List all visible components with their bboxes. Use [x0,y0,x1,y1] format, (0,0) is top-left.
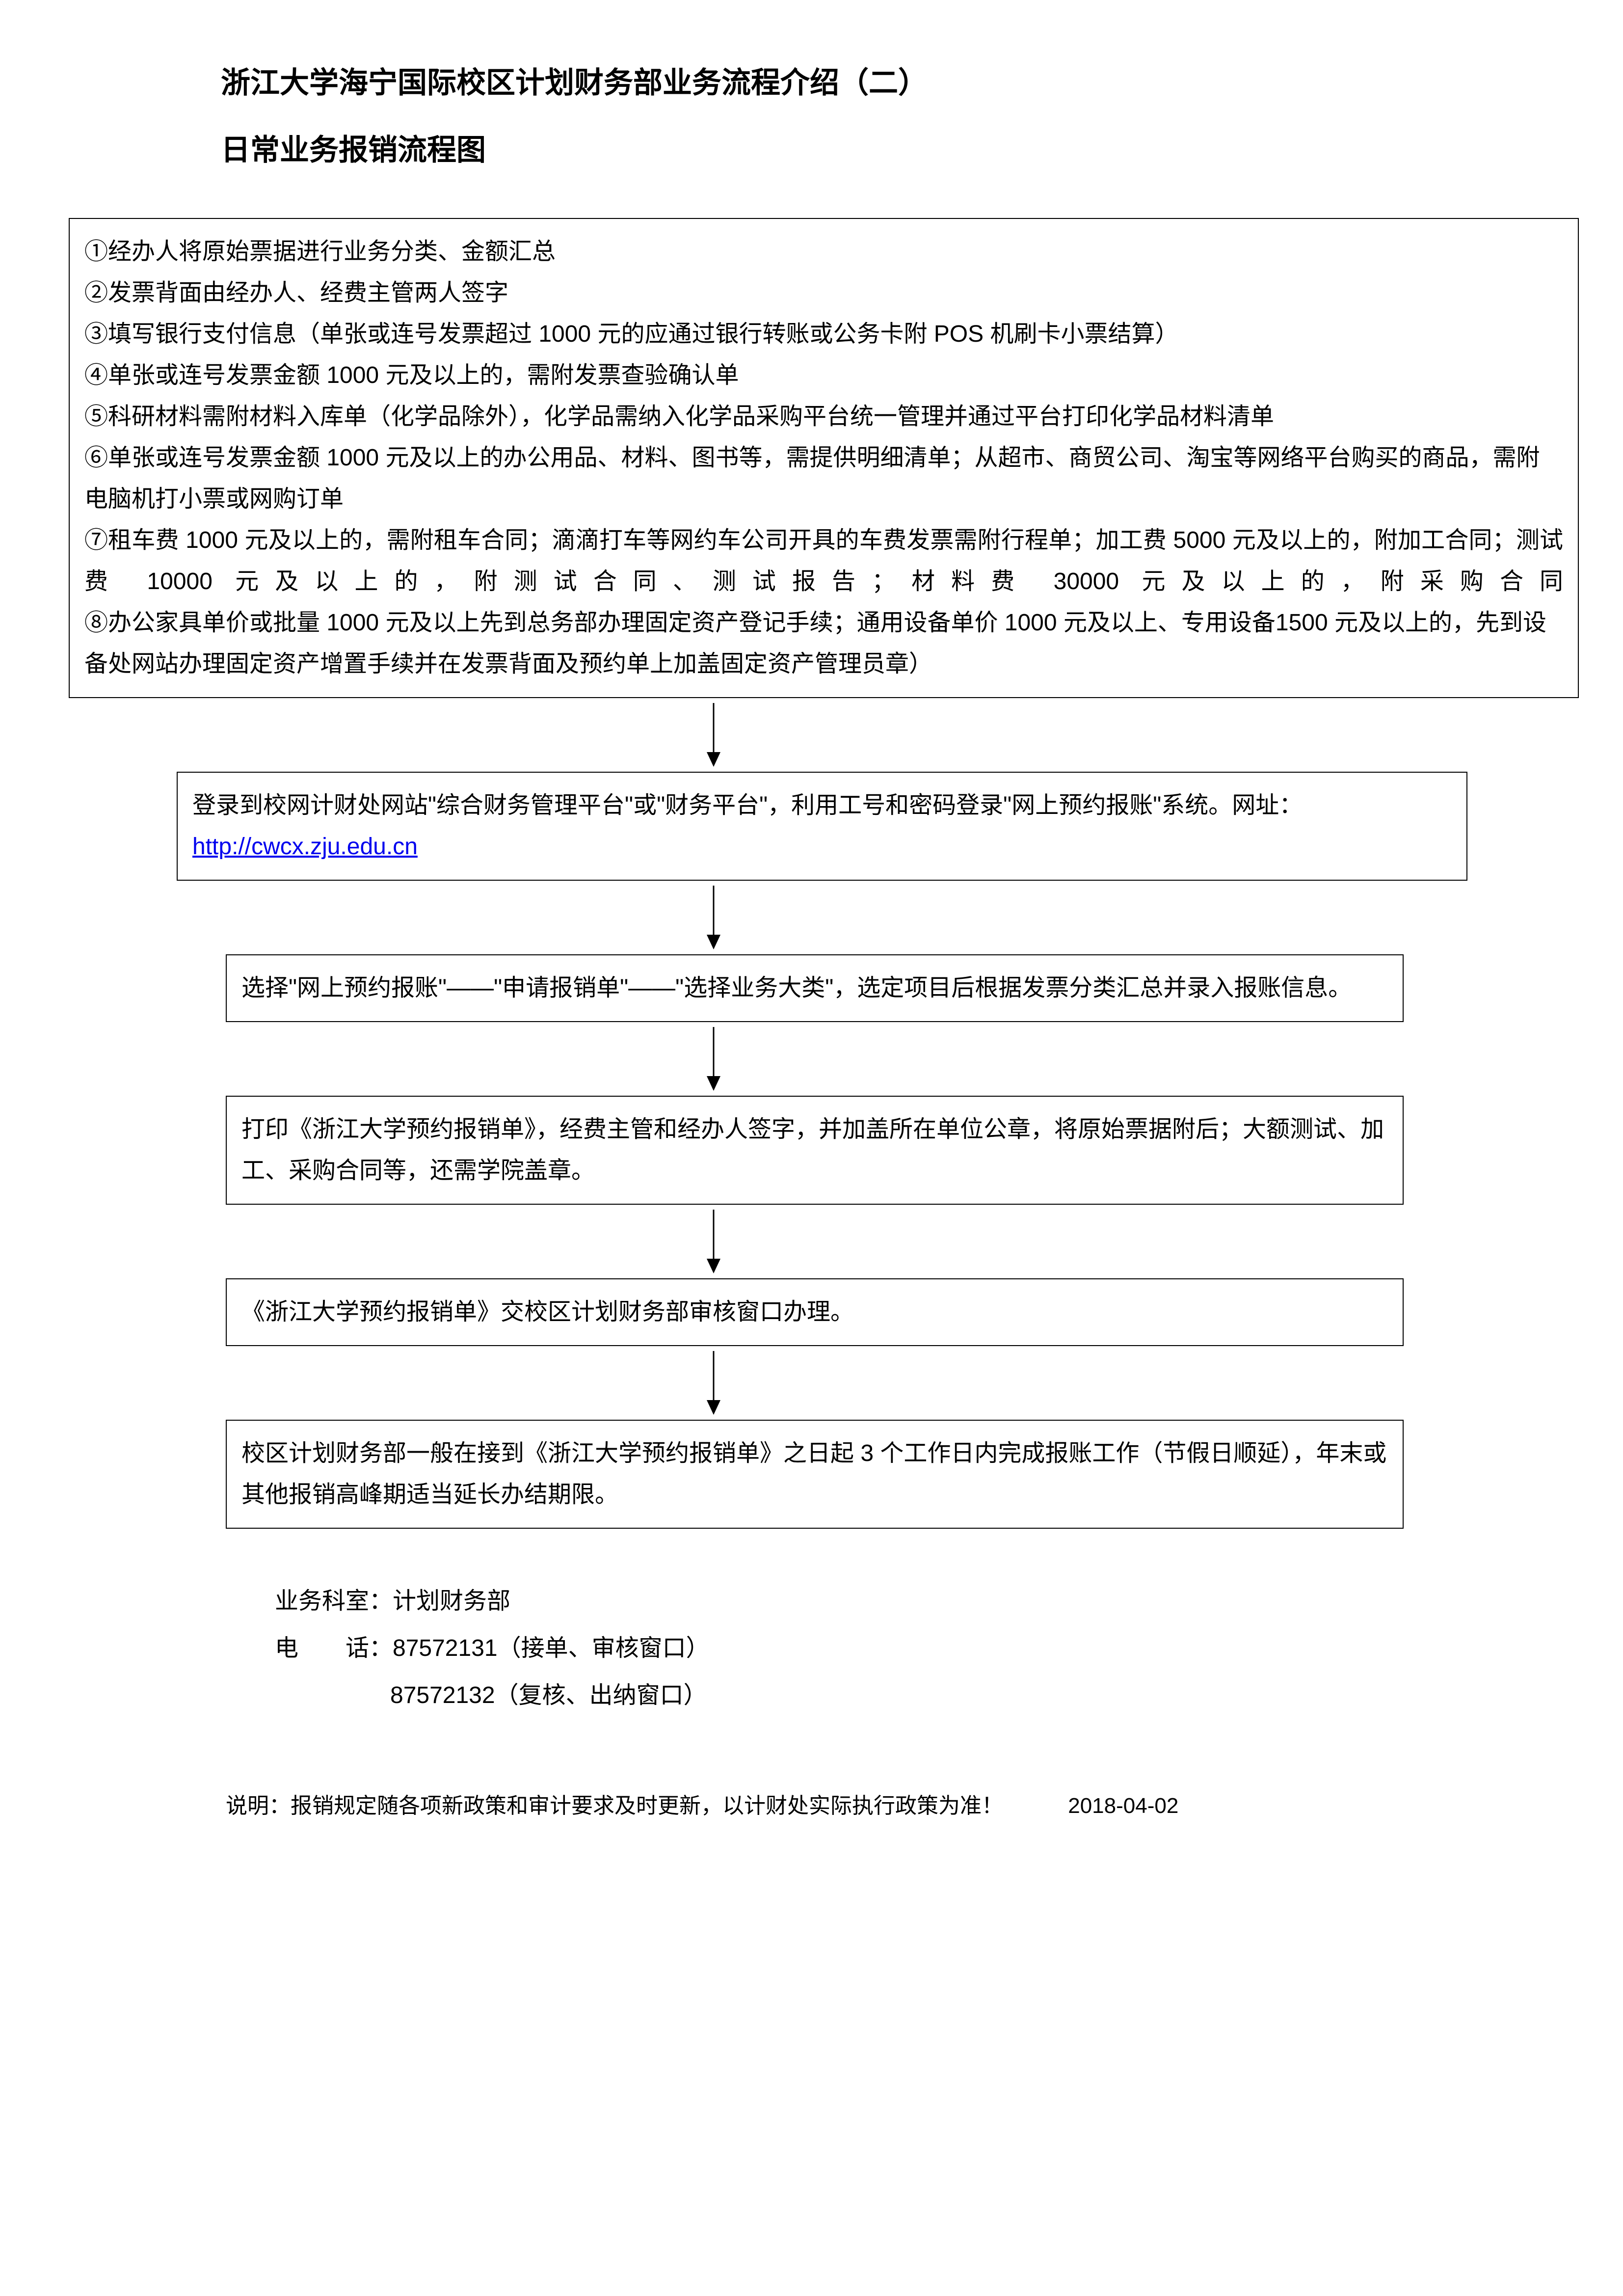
footer-date: 2018-04-02 [1068,1794,1178,1818]
contact-dept-label: 业务科室： [275,1588,393,1614]
arrow-5 [0,1346,1594,1420]
step1-line5: ⑤科研材料需附材料入库单（化学品除外），化学品需纳入化学品采购平台统一管理并通过… [84,396,1563,437]
footer-text: 说明：报销规定随各项新政策和审计要求及时更新，以计财处实际执行政策为准！ [226,1794,1003,1818]
step1-line6: ⑥单张或连号发票金额 1000 元及以上的办公用品、材料、图书等，需提供明细清单… [84,437,1563,520]
step2-text: 登录到校网计财处网站"综合财务管理平台"或"财务平台"，利用工号和密码登录"网上… [192,792,1303,818]
document-subtitle: 日常业务报销流程图 [221,126,1594,169]
contact-dept-value: 计划财务部 [393,1588,510,1614]
contact-phone2: 87572132（复核、出纳窗口） [390,1682,707,1708]
step3-text: 选择"网上预约报账"——"申请报销单"——"选择业务大类"，选定项目后根据发票分… [241,975,1352,1001]
step1-line1: ①经办人将原始票据进行业务分类、金额汇总 [84,231,1563,272]
step5-text: 《浙江大学预约报销单》交校区计划财务部审核窗口办理。 [241,1299,854,1325]
arrow-1 [0,698,1594,772]
contact-info: 业务科室：计划财务部 电 话：87572131（接单、审核窗口） 8757213… [275,1578,1594,1719]
contact-phone-label: 电 话： [275,1635,393,1661]
flowchart-step-05: 《浙江大学预约报销单》交校区计划财务部审核窗口办理。 [226,1278,1404,1346]
step1-line3: ③填写银行支付信息（单张或连号发票超过 1000 元的应通过银行转账或公务卡附 … [84,314,1563,355]
step1-line4: ④单张或连号发票金额 1000 元及以上的，需附发票查验确认单 [84,355,1563,396]
flowchart-step-04: 打印《浙江大学预约报销单》，经费主管和经办人签字，并加盖所在单位公章，将原始票据… [226,1096,1404,1205]
arrow-3 [0,1022,1594,1096]
step4-text: 打印《浙江大学预约报销单》，经费主管和经办人签字，并加盖所在单位公章，将原始票据… [241,1116,1384,1184]
finance-system-link[interactable]: http://cwcx.zju.edu.cn [192,834,418,860]
document-title: 浙江大学海宁国际校区计划财务部业务流程介绍（二） [221,59,1594,102]
flowchart-step-06: 校区计划财务部一般在接到《浙江大学预约报销单》之日起 3 个工作日内完成报账工作… [226,1420,1404,1529]
contact-phone1: 87572131（接单、审核窗口） [393,1635,710,1661]
flowchart-step-03: 选择"网上预约报账"——"申请报销单"——"选择业务大类"，选定项目后根据发票分… [226,954,1404,1022]
arrow-4 [0,1205,1594,1278]
step1-line2: ②发票背面由经办人、经费主管两人签字 [84,272,1563,314]
step1-line8: ⑧办公家具单价或批量 1000 元及以上先到总务部办理固定资产登记手续；通用设备… [84,602,1563,685]
flowchart-step-02: 登录到校网计财处网站"综合财务管理平台"或"财务平台"，利用工号和密码登录"网上… [177,772,1467,881]
step1-line7: ⑦租车费 1000 元及以上的，需附租车合同；滴滴打车等网约车公司开具的车费发票… [84,520,1563,602]
footer-note: 说明：报销规定随各项新政策和审计要求及时更新，以计财处实际执行政策为准！ 201… [226,1788,1594,1819]
step6-text: 校区计划财务部一般在接到《浙江大学预约报销单》之日起 3 个工作日内完成报账工作… [241,1440,1386,1508]
arrow-2 [0,881,1594,954]
flowchart-step-01: ①经办人将原始票据进行业务分类、金额汇总 ②发票背面由经办人、经费主管两人签字 … [69,218,1579,698]
